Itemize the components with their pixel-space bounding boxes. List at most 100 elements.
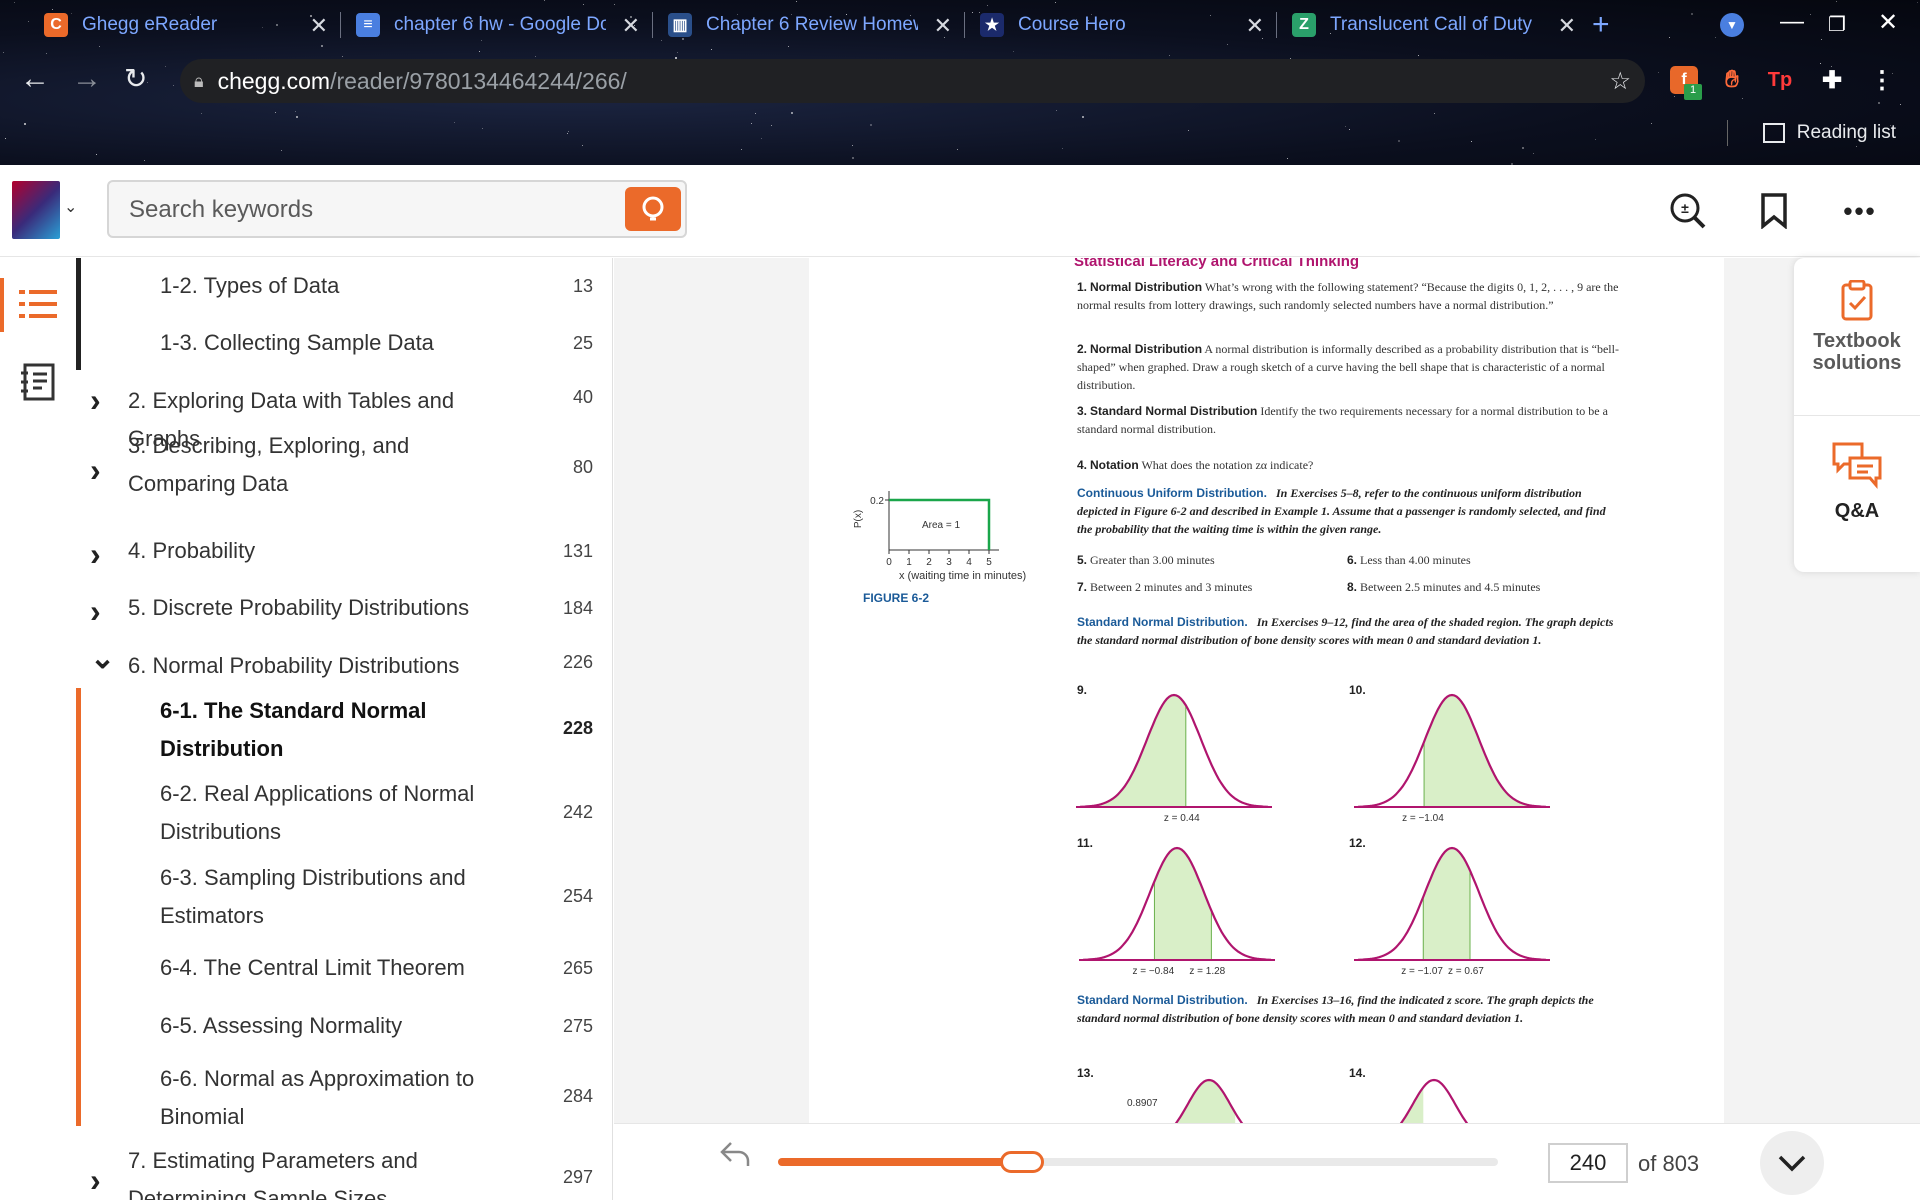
toc-item-page: 254 [562, 886, 593, 906]
tab-separator [1276, 12, 1277, 38]
browser-tab[interactable]: Z Translucent Call of Duty ✕ [1278, 0, 1590, 50]
close-tab-icon[interactable]: ✕ [309, 13, 328, 38]
chevron-right-icon[interactable]: › [90, 382, 101, 418]
notes-button[interactable] [0, 344, 76, 420]
book-cover-thumbnail[interactable] [12, 181, 60, 239]
star-dot [1398, 140, 1400, 142]
star-dot [910, 15, 911, 16]
chevron-right-icon[interactable]: › [90, 592, 101, 629]
exercise: 4. Notation What does the notation zα in… [1077, 456, 1622, 474]
section-intro-head: Continuous Uniform Distribution. [1077, 486, 1267, 500]
star-dot [1349, 129, 1350, 130]
toc-item[interactable]: › 2. Exploring Data with Tables and Graph… [76, 373, 612, 451]
extensions-puzzle-icon[interactable]: ✚ [1821, 66, 1843, 94]
extension-palm-icon[interactable]: ✋︎ [1725, 66, 1739, 93]
close-window-icon[interactable]: ✕ [1878, 9, 1899, 36]
url-path: /reader/9780134464244/266/ [330, 67, 627, 94]
star-dot [614, 4, 615, 5]
x-tick-label: 3 [946, 557, 952, 568]
browser-tab[interactable]: ★ Course Hero ✕ [966, 0, 1278, 50]
progress-thumb[interactable] [1000, 1151, 1045, 1173]
toc-item-title: 6-1. The Standard Normal Distribution [160, 698, 427, 761]
close-tab-icon[interactable]: ✕ [1245, 13, 1264, 38]
table-of-contents-button[interactable] [0, 266, 76, 342]
chevron-right-icon[interactable]: › [90, 452, 101, 488]
homework-icon: ▥ [668, 13, 692, 37]
toc-item-page: 25 [572, 332, 593, 353]
star-dot [1123, 21, 1124, 22]
reading-list-button[interactable]: Reading list [1762, 122, 1896, 144]
exercise-number: 11. [1077, 836, 1094, 850]
history-back-icon[interactable] [719, 1140, 751, 1168]
extension-badge: 1 [1684, 84, 1702, 100]
toc-item[interactable]: 6-2. Real Applications of Normal Distrib… [76, 771, 612, 855]
reload-icon[interactable]: ↻ [124, 63, 148, 94]
zoom-button[interactable]: ± [1664, 187, 1712, 235]
forward-arrow-icon[interactable]: → [72, 62, 102, 95]
y-axis-label: P(x) [853, 510, 864, 528]
star-dot [1511, 163, 1513, 165]
toc-item[interactable]: › 3. Describing, Exploring, and Comparing… [76, 423, 612, 513]
star-dot [201, 113, 202, 114]
close-tab-icon[interactable]: ✕ [933, 13, 952, 38]
bookmark-button[interactable] [1750, 187, 1798, 235]
star-dot [262, 27, 263, 28]
toc-item[interactable]: 6-1. The Standard Normal Distribution 228 [76, 688, 612, 770]
toc-item[interactable]: › 5. Discrete Probability Distributions 18… [76, 580, 612, 637]
restore-icon[interactable]: ❐ [1828, 14, 1846, 36]
toc-indicator [76, 258, 81, 370]
normal-curve-11 [1079, 846, 1275, 961]
search-button[interactable] [625, 187, 681, 231]
star-dot [1091, 14, 1092, 15]
toc-item[interactable]: 6-6. Normal as Approximation to Binomial… [76, 1056, 612, 1138]
toc-item[interactable]: 6-4. The Central Limit Theorem 265 [76, 940, 612, 997]
omnibox[interactable]: 🔒︎ chegg.com/reader/9780134464244/266/ ☆ [180, 59, 1645, 103]
minimize-icon[interactable]: — [1780, 8, 1804, 35]
exercise: 5. Greater than 3.00 minutes [1077, 551, 1215, 569]
toc-item[interactable]: 6-5. Assessing Normality 275 [76, 998, 612, 1055]
bookmark-star-icon[interactable]: ☆ [1609, 68, 1631, 95]
browser-menu-icon[interactable]: ⋮ [1870, 66, 1894, 94]
browser-tab[interactable]: C Ghegg eReader ✕ [30, 0, 342, 50]
star-dot [71, 13, 72, 14]
exercise-text: Between 2.5 minutes and 4.5 minutes [1360, 580, 1541, 594]
reading-progress-slider[interactable] [778, 1151, 1498, 1173]
qa-button[interactable]: Q&A [1794, 440, 1920, 522]
chevron-down-icon[interactable]: ⌄ [64, 199, 78, 216]
toc-item[interactable]: 6-3. Sampling Distributions and Estimato… [76, 855, 612, 939]
back-arrow-icon[interactable]: ← [20, 62, 50, 95]
toc-item[interactable]: 1-3. Collecting Sample Data 25 [76, 315, 612, 372]
star-dot [1062, 148, 1063, 149]
chevron-right-icon[interactable]: › [90, 1162, 101, 1198]
browser-tab[interactable]: ≡ chapter 6 hw - Google Do ✕ [342, 0, 654, 50]
exercise-text: What’s wrong with the following statemen… [1077, 280, 1619, 312]
textbook-solutions-button[interactable]: Textbook solutions [1794, 280, 1920, 374]
chevron-right-icon[interactable]: › [90, 535, 101, 572]
star-dot [1651, 123, 1652, 124]
toc-item-page: 40 [572, 387, 593, 407]
chegg-icon: C [44, 13, 68, 37]
exercise-head: Normal Distribution [1090, 342, 1203, 356]
new-tab-button[interactable]: + [1592, 8, 1610, 41]
collapse-toolbar-button[interactable] [1760, 1131, 1824, 1195]
more-options-button[interactable]: ••• [1843, 195, 1877, 226]
toc-item[interactable]: › 7. Estimating Parameters and Determinin… [76, 1138, 612, 1200]
toc-item[interactable]: › 4. Probability 131 [76, 523, 612, 580]
shaded-area [1424, 695, 1546, 807]
exercise-head: Standard Normal Distribution [1090, 404, 1258, 418]
browser-tab[interactable]: ▥ Chapter 6 Review Homew ✕ [654, 0, 966, 50]
search-input[interactable] [129, 194, 609, 226]
x-tick-label: 0 [886, 557, 892, 568]
profile-icon[interactable]: ▼ [1720, 13, 1744, 37]
toc-item[interactable]: ⌄ 6. Normal Probability Distributions 226 [76, 638, 612, 688]
toc-item[interactable]: 1-2. Types of Data 13 [76, 258, 612, 315]
chevron-down-icon[interactable]: ⌄ [90, 642, 116, 675]
star-dot [634, 25, 635, 26]
extension-tp-icon[interactable]: Tp [1767, 68, 1793, 91]
toc-active-indicator [76, 688, 81, 1126]
close-tab-icon[interactable]: ✕ [1557, 13, 1576, 38]
star-dot [1658, 72, 1659, 73]
page-number-input[interactable] [1548, 1143, 1628, 1183]
tab-separator [964, 12, 965, 38]
close-tab-icon[interactable]: ✕ [621, 13, 640, 38]
